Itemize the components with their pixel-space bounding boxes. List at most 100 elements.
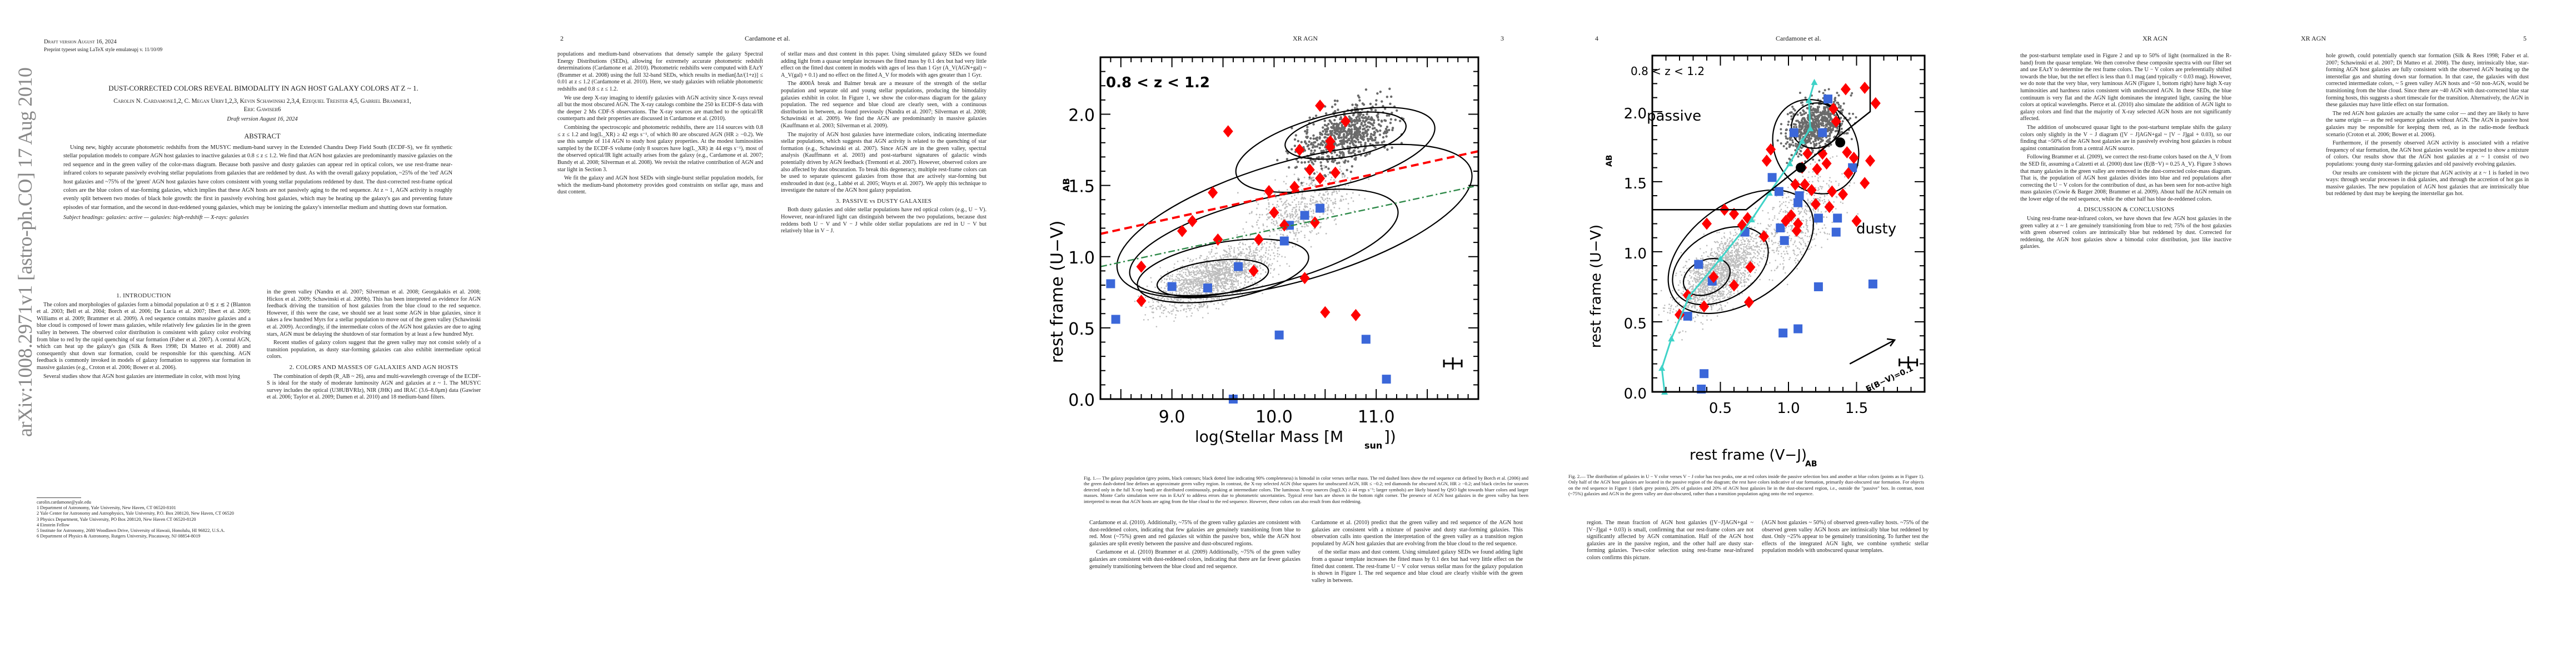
galaxy-point	[1241, 294, 1243, 296]
galaxy-point	[1719, 303, 1721, 305]
galaxy-point	[1267, 216, 1269, 218]
galaxy-point	[1266, 262, 1268, 264]
galaxy-point	[1201, 273, 1203, 276]
galaxy-point	[1214, 281, 1216, 283]
galaxy-point	[1690, 270, 1691, 272]
galaxy-point	[1736, 259, 1738, 261]
galaxy-point	[1696, 313, 1698, 316]
galaxy-point	[1723, 272, 1725, 274]
page2-right-column: of stellar mass and dust content in this…	[781, 51, 986, 629]
galaxy-point	[1327, 122, 1330, 126]
galaxy-point	[1389, 102, 1392, 106]
galaxy-point	[1324, 180, 1327, 182]
galaxy-point	[1158, 305, 1160, 307]
galaxy-point	[1724, 296, 1726, 298]
galaxy-point	[1197, 271, 1199, 273]
galaxy-point	[1229, 268, 1231, 271]
fig1-ylabel-text: rest frame (U−V)	[1048, 221, 1067, 364]
galaxy-point	[1197, 277, 1199, 280]
galaxy-point	[1296, 228, 1298, 230]
galaxy-point	[1341, 127, 1343, 130]
galaxy-point	[1242, 243, 1244, 246]
galaxy-point	[1732, 238, 1733, 240]
galaxy-point	[1715, 288, 1717, 291]
galaxy-point	[1194, 274, 1195, 276]
galaxy-point	[1242, 242, 1244, 244]
galaxy-point	[1327, 197, 1328, 200]
galaxy-point	[1287, 152, 1289, 155]
galaxy-point	[1332, 161, 1335, 163]
galaxy-point	[1716, 296, 1718, 298]
galaxy-point	[1734, 267, 1736, 269]
galaxy-point	[1388, 114, 1391, 117]
galaxy-point	[1688, 281, 1691, 283]
paragraph: We use deep X-ray imaging to identify ga…	[557, 94, 763, 122]
galaxy-point	[1663, 307, 1666, 309]
galaxy-point	[1331, 193, 1333, 196]
galaxy-point	[1249, 250, 1252, 252]
galaxy-point	[1152, 305, 1154, 306]
galaxy-point	[1735, 259, 1737, 261]
galaxy-point	[1379, 125, 1382, 127]
galaxy-point	[1217, 291, 1219, 292]
galaxy-point	[1252, 258, 1254, 260]
galaxy-point	[1274, 243, 1277, 245]
galaxy-point	[1285, 203, 1287, 206]
galaxy-point	[1737, 265, 1739, 267]
galaxy-point	[1292, 230, 1294, 232]
galaxy-point	[1252, 255, 1254, 257]
galaxy-point	[1268, 265, 1270, 266]
galaxy-point	[1169, 304, 1171, 306]
galaxy-point	[1267, 199, 1269, 201]
galaxy-point	[1756, 241, 1758, 243]
galaxy-point	[1255, 247, 1257, 250]
galaxy-point	[1148, 301, 1150, 303]
galaxy-point	[1244, 273, 1246, 276]
galaxy-point	[1220, 269, 1223, 271]
galaxy-point	[1305, 142, 1308, 145]
galaxy-point	[1301, 198, 1303, 200]
galaxy-point	[1717, 266, 1719, 268]
galaxy-point	[1312, 209, 1314, 211]
galaxy-point	[1227, 266, 1229, 268]
galaxy-point	[1699, 278, 1701, 280]
galaxy-point	[1160, 275, 1162, 277]
galaxy-point	[1280, 213, 1282, 215]
galaxy-point	[1251, 225, 1253, 227]
galaxy-point	[1676, 297, 1678, 299]
galaxy-point	[1297, 218, 1299, 220]
galaxy-point	[1230, 286, 1232, 287]
galaxy-point	[1700, 273, 1702, 275]
galaxy-point	[1320, 142, 1323, 145]
galaxy-point	[1216, 252, 1218, 254]
galaxy-point	[1760, 250, 1762, 252]
galaxy-point	[1319, 192, 1321, 195]
galaxy-point	[1850, 138, 1853, 141]
galaxy-point	[1179, 271, 1181, 273]
galaxy-point	[1264, 256, 1267, 258]
galaxy-point	[1222, 265, 1224, 267]
galaxy-point	[1711, 263, 1713, 265]
galaxy-point	[1215, 267, 1217, 269]
galaxy-point	[1211, 271, 1213, 272]
galaxy-point	[1225, 251, 1228, 252]
galaxy-point	[1215, 247, 1217, 249]
galaxy-point	[1743, 255, 1745, 257]
galaxy-point	[1755, 269, 1757, 271]
galaxy-point	[1279, 265, 1281, 267]
galaxy-point	[1678, 301, 1680, 303]
galaxy-point	[1193, 278, 1195, 280]
galaxy-point	[1726, 266, 1728, 268]
galaxy-point	[1311, 180, 1313, 182]
galaxy-point	[1202, 269, 1204, 271]
galaxy-point	[1147, 318, 1149, 321]
galaxy-point	[1752, 245, 1755, 246]
galaxy-point	[1692, 284, 1695, 286]
galaxy-point	[1755, 234, 1757, 236]
galaxy-point	[1701, 271, 1703, 272]
galaxy-point	[1242, 237, 1244, 239]
galaxy-point	[1726, 275, 1728, 276]
galaxy-point	[1717, 281, 1720, 282]
galaxy-point	[1723, 280, 1726, 282]
galaxy-point	[1238, 271, 1240, 273]
